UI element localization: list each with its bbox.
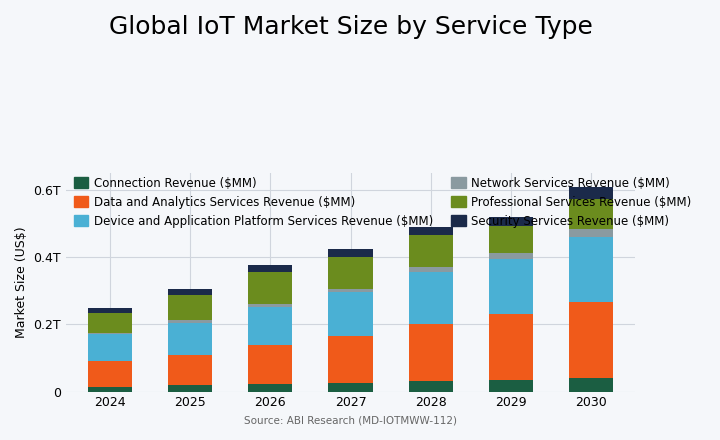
Bar [328, 289, 372, 292]
Bar [489, 253, 533, 259]
Bar [328, 257, 372, 289]
Bar [569, 378, 613, 392]
Bar [88, 361, 132, 386]
Bar [168, 295, 212, 320]
Title: Global IoT Market Size by Service Type: Global IoT Market Size by Service Type [109, 15, 593, 39]
Bar [328, 336, 372, 383]
Bar [328, 383, 372, 392]
Bar [168, 289, 212, 295]
Bar [168, 320, 212, 323]
Bar [409, 267, 453, 272]
Bar [569, 187, 613, 199]
Bar [489, 217, 533, 226]
Bar [489, 226, 533, 253]
Bar [248, 304, 292, 307]
Bar [248, 384, 292, 392]
Bar [248, 265, 292, 272]
Bar [88, 312, 132, 333]
Bar [409, 381, 453, 392]
Bar [489, 314, 533, 380]
Bar [88, 308, 132, 312]
Bar [88, 333, 132, 334]
Bar [168, 385, 212, 392]
Bar [569, 199, 613, 229]
Bar [88, 334, 132, 361]
Bar [168, 355, 212, 385]
Bar [489, 380, 533, 392]
X-axis label: Source: ABI Research (MD-IOTMWW-112): Source: ABI Research (MD-IOTMWW-112) [244, 415, 457, 425]
Bar [409, 235, 453, 267]
Legend: Connection Revenue ($MM), Data and Analytics Services Revenue ($MM), Device and : Connection Revenue ($MM), Data and Analy… [72, 174, 694, 230]
Bar [248, 272, 292, 304]
Bar [328, 249, 372, 257]
Bar [409, 324, 453, 381]
Bar [248, 307, 292, 345]
Bar [569, 229, 613, 237]
Bar [489, 259, 533, 314]
Bar [569, 237, 613, 302]
Bar [88, 386, 132, 392]
Bar [409, 272, 453, 324]
Bar [409, 227, 453, 235]
Bar [328, 292, 372, 336]
Bar [168, 323, 212, 355]
Bar [569, 302, 613, 378]
Bar [248, 345, 292, 384]
Y-axis label: Market Size (US$): Market Size (US$) [15, 227, 28, 338]
